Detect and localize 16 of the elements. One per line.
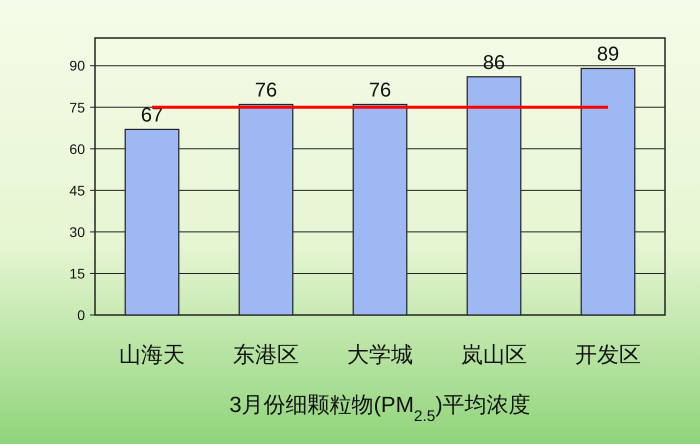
x-tick-label: 开发区 <box>575 342 641 367</box>
x-tick-label: 岚山区 <box>461 342 527 367</box>
data-label: 76 <box>368 79 392 102</box>
y-tick-label: 60 <box>69 140 86 157</box>
y-tick-label: 75 <box>69 99 86 116</box>
y-tick-label: 45 <box>69 182 86 198</box>
data-label: 89 <box>596 43 620 66</box>
x-axis-title: 3月份细颗粒物(PM$_{2.5}$)平均浓度 <box>229 392 531 424</box>
data-label: 76 <box>254 79 278 102</box>
x-tick-label: 东港区 <box>233 342 299 367</box>
x-tick-label: 大学城 <box>347 342 413 367</box>
y-tick-label: 0 <box>77 307 86 323</box>
y-tick-label: 90 <box>69 58 86 74</box>
y-tick-label: 30 <box>69 224 86 240</box>
y-tick-label: 15 <box>69 265 86 282</box>
x-tick-label: 山海天 <box>119 342 185 367</box>
